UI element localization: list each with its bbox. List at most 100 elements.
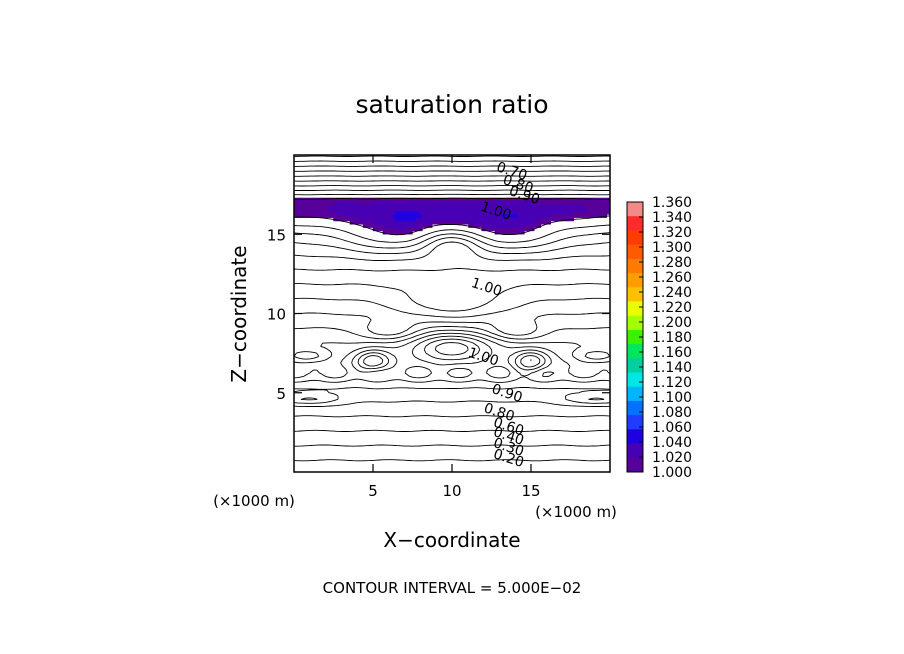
fill-cell-362 [428,210,433,215]
fill-cell-63 [409,224,413,228]
fill-cell-171 [392,217,397,222]
fill-cell-262 [412,214,416,218]
fill-cell-400 [553,210,558,215]
fill-cell-321 [294,210,298,215]
fill-cell-57 [389,224,393,228]
fill-cell-143 [517,220,522,225]
fill-cell-208 [514,217,519,222]
fill-cell-62 [405,224,410,228]
fill-cell-698 [586,201,591,205]
fill-cell-441 [372,207,377,212]
fill-cell-779 [537,197,542,202]
fill-cell-504 [580,207,584,212]
fill-cell-762 [481,197,486,202]
fill-cell-308 [563,214,568,218]
fill-cell-47 [527,227,532,232]
fill-cell-264 [418,214,423,218]
fill-cell-784 [553,197,558,202]
fill-cell-663 [471,201,476,205]
fill-cell-77 [491,224,495,228]
fill-cell-771 [511,197,515,202]
fill-cell-273 [448,214,453,218]
fill-cell-247 [362,214,367,218]
fill-cell-149 [537,220,542,225]
fill-cell-475 [484,207,489,212]
fill-cell-108 [402,220,407,225]
colorbar-label-14: 1.080 [652,405,692,421]
fill-cell-205 [504,217,509,222]
fill-cell-700 [593,201,598,205]
fill-cell-263 [415,214,420,218]
fill-cell-443 [379,207,384,212]
fill-cell-435 [353,207,357,212]
fill-cell-554 [428,204,433,209]
fill-cell-123 [451,220,456,225]
fill-cell-418 [297,207,301,212]
fill-cell-134 [488,220,492,225]
fill-cell-664 [474,201,479,205]
fill-cell-387 [511,210,515,215]
contour-line-5 [294,342,610,407]
fill-cell-60 [399,224,403,228]
fill-cell-220 [553,217,558,222]
fill-cell-637 [385,201,390,205]
fill-cell-600 [580,204,584,209]
fill-cell-733 [385,197,390,202]
fill-cell-793 [583,197,588,202]
contour-interval-footer: CONTOUR INTERVAL = 5.000E−02 [323,579,582,597]
fill-cell-370 [455,210,459,215]
fill-cell-133 [484,220,489,225]
fill-cell-497 [557,207,561,212]
fill-cell-542 [389,204,393,209]
fill-cell-463 [445,207,449,212]
fill-cell-304 [550,214,555,218]
fill-cell-398 [547,210,551,215]
fill-cell-549 [412,204,416,209]
fill-cell-471 [471,207,476,212]
fill-cell-164 [369,217,374,222]
fill-cell-111 [412,220,416,225]
fill-cell-161 [359,217,364,222]
fill-cell-234 [320,214,324,218]
fill-cell-588 [540,204,545,209]
colorbar-swatch-8 [627,315,643,331]
fill-cell-628 [356,201,361,205]
fill-cell-353 [399,210,403,215]
fill-cell-103 [385,220,390,225]
fill-cell-546 [402,204,407,209]
fill-cell-732 [382,197,387,202]
fill-cell-544 [395,204,400,209]
fill-cell-336 [343,210,347,215]
fill-cell-474 [481,207,486,212]
fill-cell-335 [339,210,344,215]
fill-cell-130 [474,220,479,225]
fill-cell-128 [468,220,472,225]
fill-cell-392 [527,210,532,215]
fill-cell-469 [464,207,469,212]
fill-cell-237 [330,214,334,218]
fill-cell-204 [501,217,505,222]
fill-cell-682 [534,201,538,205]
fill-cell-766 [494,197,499,202]
fill-cell-96 [362,220,367,225]
fill-cell-446 [389,207,393,212]
fill-cell-607 [603,204,607,209]
fill-cell-25 [395,227,400,232]
fill-cell-37 [494,227,499,232]
fill-cell-72 [474,224,479,228]
fill-cell-508 [593,207,598,212]
fill-cell-778 [534,197,538,202]
fill-cell-376 [474,210,479,215]
fill-cell-216 [540,217,545,222]
fill-cell-505 [583,207,588,212]
fill-cell-346 [376,210,380,215]
fill-cell-507 [590,207,594,212]
fill-cell-339 [353,210,357,215]
fill-cell-155 [339,217,344,222]
fill-cell-22 [385,227,390,232]
fill-cell-662 [468,201,472,205]
fill-cell-81 [504,224,509,228]
fill-cell-606 [599,204,604,209]
fill-cell-183 [432,217,436,222]
fill-cell-684 [540,201,545,205]
